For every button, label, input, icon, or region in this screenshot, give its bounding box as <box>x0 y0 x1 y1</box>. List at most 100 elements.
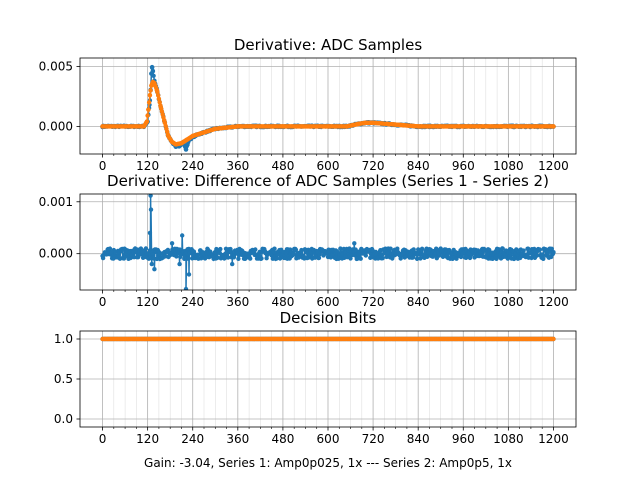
x-tick-label: 480 <box>271 432 294 446</box>
data-point <box>147 230 153 236</box>
data-point <box>184 137 190 142</box>
y-tick-label: 0.005 <box>39 59 73 73</box>
data-point <box>385 121 391 127</box>
data-point <box>363 120 368 126</box>
x-tick-label: 960 <box>452 295 475 309</box>
x-tick-label: 720 <box>362 295 385 309</box>
subplot-difference: 0 120 240 360 480 600 720 840 960 1080 1200 0.000 0.… <box>39 172 577 309</box>
data-point <box>534 253 540 258</box>
data-point <box>148 194 153 198</box>
x-tick-label: 120 <box>136 159 159 173</box>
data-point <box>401 123 406 128</box>
data-point <box>355 121 361 127</box>
data-point <box>100 124 105 129</box>
data-point <box>549 246 554 251</box>
data-point <box>224 125 229 130</box>
data-point <box>414 256 420 261</box>
data-point <box>293 247 299 252</box>
data-point <box>352 241 357 246</box>
data-point <box>183 147 189 152</box>
data-point <box>494 256 499 261</box>
data-point <box>500 246 505 251</box>
y-tick-label: 0.000 <box>39 247 73 261</box>
data-point <box>344 124 349 129</box>
data-point <box>506 124 511 129</box>
x-tick-label: 1200 <box>538 295 569 309</box>
data-point <box>551 336 556 342</box>
series-1 <box>100 336 556 342</box>
x-tick-label: 840 <box>407 159 430 173</box>
data-point <box>147 93 153 98</box>
data-point <box>186 256 191 261</box>
data-point <box>174 254 179 259</box>
y-tick-label: 0.0 <box>54 412 73 426</box>
x-tick-label: 1200 <box>538 432 569 446</box>
x-tick-label: 0 <box>99 159 107 173</box>
data-point <box>395 246 400 251</box>
data-point <box>173 142 178 147</box>
data-point <box>198 131 203 136</box>
data-point <box>274 256 279 261</box>
data-point <box>348 256 353 261</box>
series-0 <box>100 194 556 290</box>
data-point <box>272 246 277 251</box>
data-point <box>141 124 147 129</box>
x-tick-label: 480 <box>271 159 294 173</box>
data-point <box>540 252 545 257</box>
x-tick-label: 0 <box>99 295 107 309</box>
data-point <box>316 255 322 261</box>
x-tick-label: 1080 <box>493 159 524 173</box>
plot-area <box>100 336 556 342</box>
subplot-decision-bits: 0 120 240 360 480 600 720 840 960 1080 1200 0.0 0.5 1… <box>54 309 577 446</box>
data-point <box>418 256 423 261</box>
data-point <box>388 246 393 251</box>
data-point <box>325 124 331 129</box>
y-tick-label: 0.001 <box>39 195 73 209</box>
data-point <box>186 272 192 277</box>
data-point <box>162 119 167 124</box>
x-tick-label: 600 <box>317 295 340 309</box>
x-tick-label: 960 <box>452 159 475 173</box>
x-tick-label: 840 <box>407 295 430 309</box>
data-point <box>380 256 385 261</box>
data-point <box>248 256 253 261</box>
data-point <box>156 93 161 98</box>
data-point <box>152 81 157 86</box>
data-point <box>419 246 425 251</box>
data-point <box>190 133 195 139</box>
data-point <box>537 247 543 252</box>
data-point <box>157 100 162 105</box>
data-point <box>143 246 149 251</box>
data-point <box>145 113 150 118</box>
data-point <box>122 124 128 129</box>
data-point <box>149 83 154 88</box>
data-point <box>218 246 223 252</box>
data-point <box>149 261 154 267</box>
data-point <box>169 139 175 145</box>
data-point <box>165 247 171 253</box>
data-point <box>525 246 531 251</box>
data-point <box>148 88 153 93</box>
x-tick-label: 960 <box>452 432 475 446</box>
series-1 <box>100 79 556 147</box>
data-point <box>514 247 519 252</box>
data-point <box>253 247 258 252</box>
subplot-adc-samples: 0 120 240 360 480 600 720 840 960 1080 1200 0.000 0.… <box>39 36 577 173</box>
x-tick-label: 360 <box>226 159 249 173</box>
x-tick-label: 0 <box>99 432 107 446</box>
x-tick-label: 120 <box>136 432 159 446</box>
x-tick-label: 240 <box>181 159 204 173</box>
data-point <box>334 249 340 254</box>
x-tick-label: 480 <box>271 295 294 309</box>
data-point <box>299 247 304 253</box>
data-point <box>213 126 218 131</box>
data-point <box>551 124 556 129</box>
data-point <box>148 207 154 212</box>
data-point <box>521 248 526 253</box>
data-point <box>156 96 162 102</box>
subplot-title-decision-bits: Decision Bits <box>280 309 377 327</box>
data-point <box>146 107 151 112</box>
x-tick-label: 1080 <box>493 295 524 309</box>
data-point <box>236 256 241 261</box>
